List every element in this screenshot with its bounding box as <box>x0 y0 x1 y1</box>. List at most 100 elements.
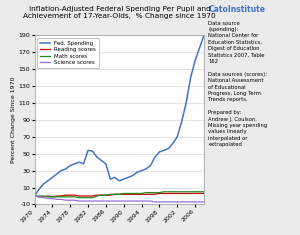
Science scores <box>109 200 112 203</box>
Reading scores <box>131 193 134 196</box>
Science scores <box>50 197 54 200</box>
Math scores <box>113 193 117 196</box>
Reading scores <box>140 193 143 196</box>
Math scores <box>95 195 99 197</box>
Fed. Spending <box>33 195 36 197</box>
Science scores <box>82 200 85 203</box>
Math scores <box>42 195 45 197</box>
Math scores <box>50 196 54 198</box>
Fed. Spending <box>122 178 125 180</box>
Math scores <box>176 190 179 193</box>
Math scores <box>82 196 85 199</box>
Science scores <box>68 199 72 202</box>
Fed. Spending <box>149 164 152 167</box>
Line: Math scores: Math scores <box>34 192 204 198</box>
Math scores <box>167 190 170 193</box>
Line: Fed. Spending: Fed. Spending <box>34 35 204 196</box>
Math scores <box>162 190 166 193</box>
Math scores <box>180 190 184 193</box>
Fed. Spending <box>158 151 161 153</box>
Science scores <box>171 200 175 203</box>
Math scores <box>144 191 148 194</box>
Reading scores <box>184 192 188 195</box>
Fed. Spending <box>176 135 179 138</box>
Math scores <box>202 190 206 193</box>
Fed. Spending <box>198 47 201 49</box>
Science scores <box>59 198 63 201</box>
Reading scores <box>59 195 63 197</box>
Reading scores <box>82 195 85 197</box>
Fed. Spending <box>135 171 139 174</box>
Math scores <box>153 191 157 194</box>
Math scores <box>184 190 188 193</box>
Fed. Spending <box>68 164 72 167</box>
Science scores <box>113 200 117 203</box>
Fed. Spending <box>55 172 58 175</box>
Reading scores <box>77 195 81 197</box>
Science scores <box>149 200 152 203</box>
Reading scores <box>193 192 197 195</box>
Math scores <box>73 196 76 198</box>
Math scores <box>193 190 197 193</box>
Fed. Spending <box>86 149 90 152</box>
Reading scores <box>167 192 170 195</box>
Fed. Spending <box>126 176 130 179</box>
Science scores <box>131 200 134 203</box>
Reading scores <box>86 195 90 197</box>
Y-axis label: Percent Change Since 1970: Percent Change Since 1970 <box>11 77 16 163</box>
Science scores <box>37 196 41 198</box>
Fed. Spending <box>37 188 41 191</box>
Science scores <box>91 200 94 203</box>
Math scores <box>118 193 121 196</box>
Math scores <box>171 190 175 193</box>
Reading scores <box>68 194 72 196</box>
Science scores <box>33 195 36 197</box>
Reading scores <box>104 194 108 196</box>
Reading scores <box>50 196 54 198</box>
Reading scores <box>126 193 130 196</box>
Fed. Spending <box>118 179 121 182</box>
Math scores <box>126 192 130 195</box>
Math scores <box>109 193 112 196</box>
Text: Inflation-Adjusted Federal Spending Per Pupil and
Achievement of 17-Year-Olds,  : Inflation-Adjusted Federal Spending Per … <box>23 6 216 19</box>
Line: Science scores: Science scores <box>34 196 204 202</box>
Science scores <box>73 199 76 202</box>
Reading scores <box>55 195 58 197</box>
Fed. Spending <box>144 168 148 170</box>
Fed. Spending <box>171 142 175 145</box>
Fed. Spending <box>184 102 188 104</box>
Science scores <box>153 200 157 203</box>
Science scores <box>42 196 45 199</box>
Science scores <box>122 200 125 203</box>
Reading scores <box>149 193 152 196</box>
Science scores <box>158 200 161 203</box>
Reading scores <box>46 195 50 197</box>
Math scores <box>86 196 90 199</box>
Science scores <box>167 200 170 203</box>
Math scores <box>104 194 108 196</box>
Reading scores <box>153 193 157 196</box>
Science scores <box>104 200 108 203</box>
Math scores <box>131 192 134 195</box>
Math scores <box>135 192 139 195</box>
Science scores <box>135 200 139 203</box>
Reading scores <box>42 196 45 198</box>
Math scores <box>149 191 152 194</box>
Reading scores <box>95 194 99 196</box>
Legend: Fed. Spending, Reading scores, Math scores, Science scores: Fed. Spending, Reading scores, Math scor… <box>37 38 99 68</box>
Math scores <box>33 195 36 197</box>
Math scores <box>68 196 72 198</box>
Science scores <box>77 200 81 203</box>
Math scores <box>122 192 125 195</box>
Science scores <box>176 200 179 203</box>
Science scores <box>180 200 184 203</box>
Reading scores <box>144 193 148 196</box>
Fed. Spending <box>73 162 76 165</box>
Fed. Spending <box>91 150 94 153</box>
Math scores <box>100 194 103 196</box>
Math scores <box>189 190 192 193</box>
Reading scores <box>180 192 184 195</box>
Fed. Spending <box>162 149 166 152</box>
Science scores <box>184 200 188 203</box>
Math scores <box>140 192 143 195</box>
